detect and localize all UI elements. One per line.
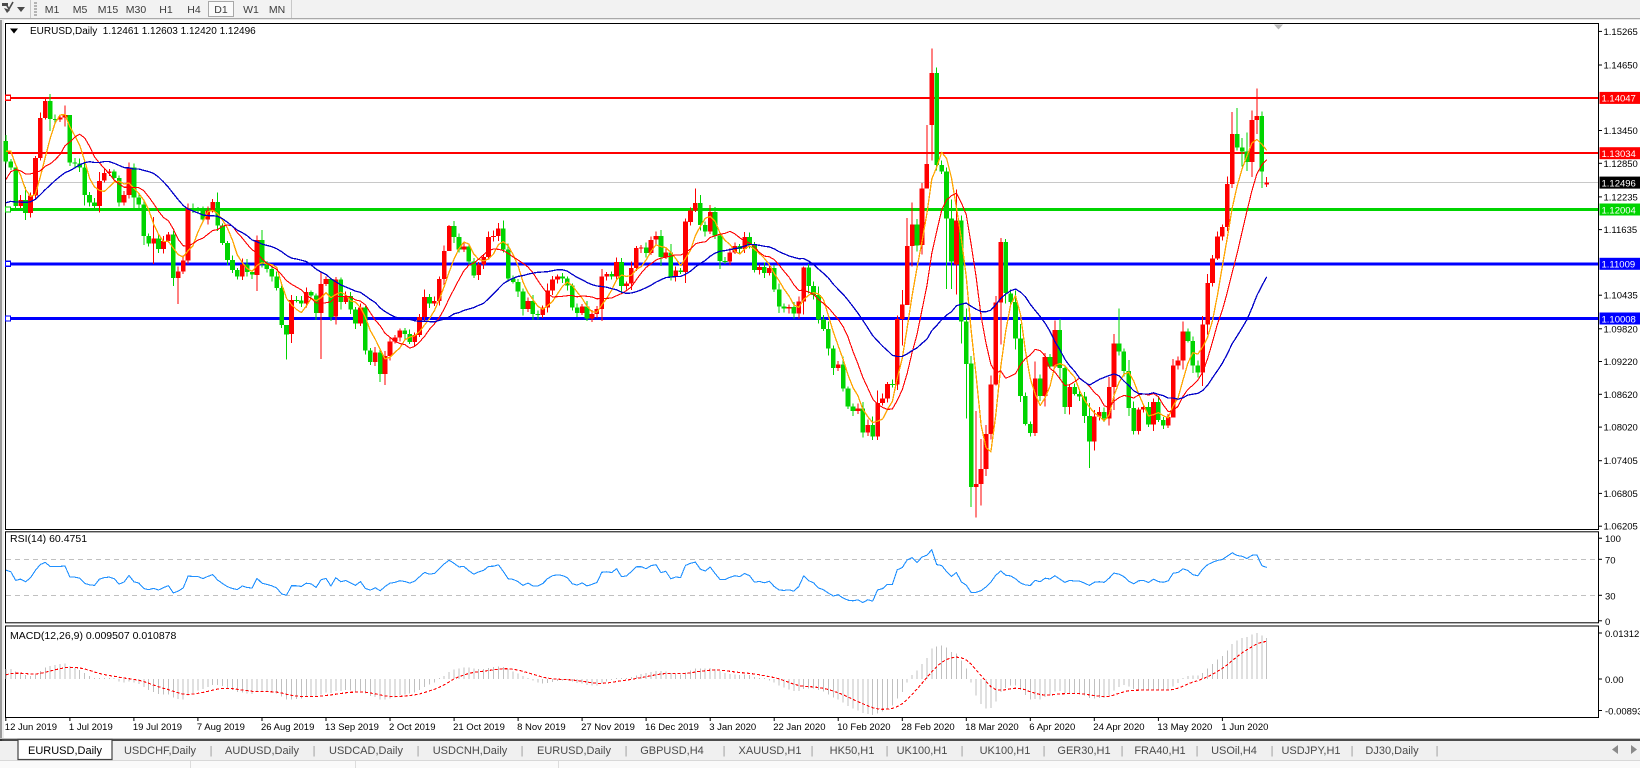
svg-text:|: | <box>886 745 889 757</box>
svg-text:|: | <box>1121 745 1124 757</box>
svg-text:1.12235: 1.12235 <box>1604 192 1638 203</box>
svg-text:|: | <box>961 745 964 757</box>
svg-text:70: 70 <box>1605 555 1616 566</box>
svg-text:19 Jul 2019: 19 Jul 2019 <box>133 722 182 733</box>
svg-text:M15: M15 <box>98 4 119 16</box>
svg-text:|: | <box>417 745 420 757</box>
svg-text:1.15265: 1.15265 <box>1604 27 1638 38</box>
svg-text:UK100,H1: UK100,H1 <box>980 745 1031 757</box>
svg-text:1.11009: 1.11009 <box>1602 260 1636 271</box>
svg-text:26 Aug 2019: 26 Aug 2019 <box>261 722 314 733</box>
svg-text:EURUSD,Daily 1.12461 1.12603: EURUSD,Daily 1.12461 1.12603 1.12420 1.1… <box>30 26 256 37</box>
svg-text:M30: M30 <box>126 4 147 16</box>
svg-text:1.12850: 1.12850 <box>1604 159 1638 170</box>
svg-text:1.14047: 1.14047 <box>1602 94 1636 105</box>
svg-text:FRA40,H1: FRA40,H1 <box>1134 745 1185 757</box>
svg-text:1 Jun 2020: 1 Jun 2020 <box>1221 722 1268 733</box>
svg-text:|: | <box>1436 745 1439 757</box>
svg-text:8 Nov 2019: 8 Nov 2019 <box>517 722 566 733</box>
svg-text:M5: M5 <box>73 4 88 16</box>
svg-text:|: | <box>210 745 213 757</box>
svg-text:0.013121: 0.013121 <box>1605 629 1640 640</box>
svg-text:2 Oct 2019: 2 Oct 2019 <box>389 722 435 733</box>
svg-text:16 Dec 2019: 16 Dec 2019 <box>645 722 699 733</box>
svg-text:|: | <box>1351 745 1354 757</box>
svg-text:7 Aug 2019: 7 Aug 2019 <box>197 722 245 733</box>
svg-text:|: | <box>1196 745 1199 757</box>
svg-text:13 May 2020: 13 May 2020 <box>1157 722 1212 733</box>
svg-text:USDJPY,H1: USDJPY,H1 <box>1281 745 1340 757</box>
svg-text:USOil,H4: USOil,H4 <box>1211 745 1257 757</box>
svg-text:EURUSD,Daily: EURUSD,Daily <box>537 745 611 757</box>
svg-text:DJ30,Daily: DJ30,Daily <box>1365 745 1419 757</box>
svg-text:12 Jun 2019: 12 Jun 2019 <box>5 722 57 733</box>
svg-text:H4: H4 <box>187 4 201 16</box>
svg-text:13 Sep 2019: 13 Sep 2019 <box>325 722 379 733</box>
svg-text:AUDUSD,Daily: AUDUSD,Daily <box>225 745 299 757</box>
svg-text:EURUSD,Daily: EURUSD,Daily <box>28 745 102 757</box>
svg-text:1.12496: 1.12496 <box>1602 178 1636 189</box>
svg-text:GER30,H1: GER30,H1 <box>1057 745 1110 757</box>
svg-text:|: | <box>1043 745 1046 757</box>
svg-text:10 Feb 2020: 10 Feb 2020 <box>837 722 890 733</box>
svg-text:1.10435: 1.10435 <box>1604 291 1638 302</box>
svg-text:RSI(14) 60.4751: RSI(14) 60.4751 <box>10 533 87 545</box>
svg-text:|: | <box>625 745 628 757</box>
svg-text:1.12004: 1.12004 <box>1602 205 1636 216</box>
svg-text:1.06205: 1.06205 <box>1604 522 1638 533</box>
svg-text:1 Jul 2019: 1 Jul 2019 <box>69 722 113 733</box>
svg-text:30: 30 <box>1605 591 1616 602</box>
svg-text:1.10008: 1.10008 <box>1602 314 1636 325</box>
svg-text:M1: M1 <box>45 4 60 16</box>
svg-text:USDCHF,Daily: USDCHF,Daily <box>124 745 197 757</box>
svg-text:-0.008933: -0.008933 <box>1605 707 1640 718</box>
svg-text:D1: D1 <box>214 4 228 16</box>
svg-text:1.13450: 1.13450 <box>1604 126 1638 137</box>
svg-text:1.13034: 1.13034 <box>1602 149 1636 160</box>
svg-text:|: | <box>723 745 726 757</box>
svg-text:100: 100 <box>1605 534 1621 545</box>
svg-text:1.11635: 1.11635 <box>1604 225 1638 236</box>
svg-text:1.08620: 1.08620 <box>1604 390 1638 401</box>
svg-text:MN: MN <box>269 4 285 16</box>
svg-text:0.00: 0.00 <box>1605 675 1624 686</box>
svg-text:1.07405: 1.07405 <box>1604 456 1638 467</box>
svg-text:USDCNH,Daily: USDCNH,Daily <box>433 745 508 757</box>
svg-text:3 Jan 2020: 3 Jan 2020 <box>709 722 756 733</box>
svg-text:W1: W1 <box>243 4 259 16</box>
svg-text:6 Apr 2020: 6 Apr 2020 <box>1029 722 1075 733</box>
svg-text:24 Apr 2020: 24 Apr 2020 <box>1093 722 1144 733</box>
svg-text:UK100,H1: UK100,H1 <box>897 745 948 757</box>
svg-text:|: | <box>521 745 524 757</box>
svg-text:USDCAD,Daily: USDCAD,Daily <box>329 745 403 757</box>
svg-text:18 Mar 2020: 18 Mar 2020 <box>965 722 1018 733</box>
svg-text:27 Nov 2019: 27 Nov 2019 <box>581 722 635 733</box>
svg-text:1.06805: 1.06805 <box>1604 489 1638 500</box>
svg-text:1.08020: 1.08020 <box>1604 423 1638 434</box>
svg-text:1.09220: 1.09220 <box>1604 357 1638 368</box>
svg-text:|: | <box>313 745 316 757</box>
svg-text:HK50,H1: HK50,H1 <box>830 745 875 757</box>
svg-text:0: 0 <box>1605 617 1610 628</box>
svg-text:H1: H1 <box>159 4 173 16</box>
svg-text:|: | <box>1271 745 1274 757</box>
svg-text:XAUUSD,H1: XAUUSD,H1 <box>739 745 802 757</box>
svg-text:21 Oct 2019: 21 Oct 2019 <box>453 722 505 733</box>
svg-text:MACD(12,26,9) 0.009507 0.01087: MACD(12,26,9) 0.009507 0.010878 <box>10 630 177 642</box>
svg-text:|: | <box>811 745 814 757</box>
svg-text:1.14650: 1.14650 <box>1604 61 1638 72</box>
svg-text:GBPUSD,H4: GBPUSD,H4 <box>640 745 704 757</box>
svg-text:28 Feb 2020: 28 Feb 2020 <box>901 722 954 733</box>
svg-text:22 Jan 2020: 22 Jan 2020 <box>773 722 825 733</box>
svg-text:1.09820: 1.09820 <box>1604 324 1638 335</box>
